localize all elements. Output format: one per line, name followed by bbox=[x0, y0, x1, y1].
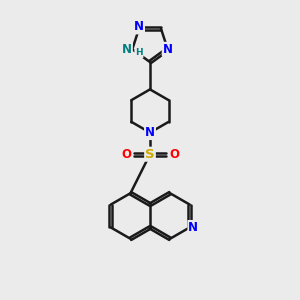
Text: N: N bbox=[188, 221, 198, 234]
Text: O: O bbox=[169, 148, 179, 161]
Text: N: N bbox=[122, 43, 132, 56]
Text: N: N bbox=[134, 20, 144, 34]
Text: S: S bbox=[145, 148, 155, 161]
Text: H: H bbox=[135, 48, 143, 57]
Text: O: O bbox=[121, 148, 131, 161]
Text: N: N bbox=[145, 126, 155, 139]
Text: N: N bbox=[163, 43, 173, 56]
